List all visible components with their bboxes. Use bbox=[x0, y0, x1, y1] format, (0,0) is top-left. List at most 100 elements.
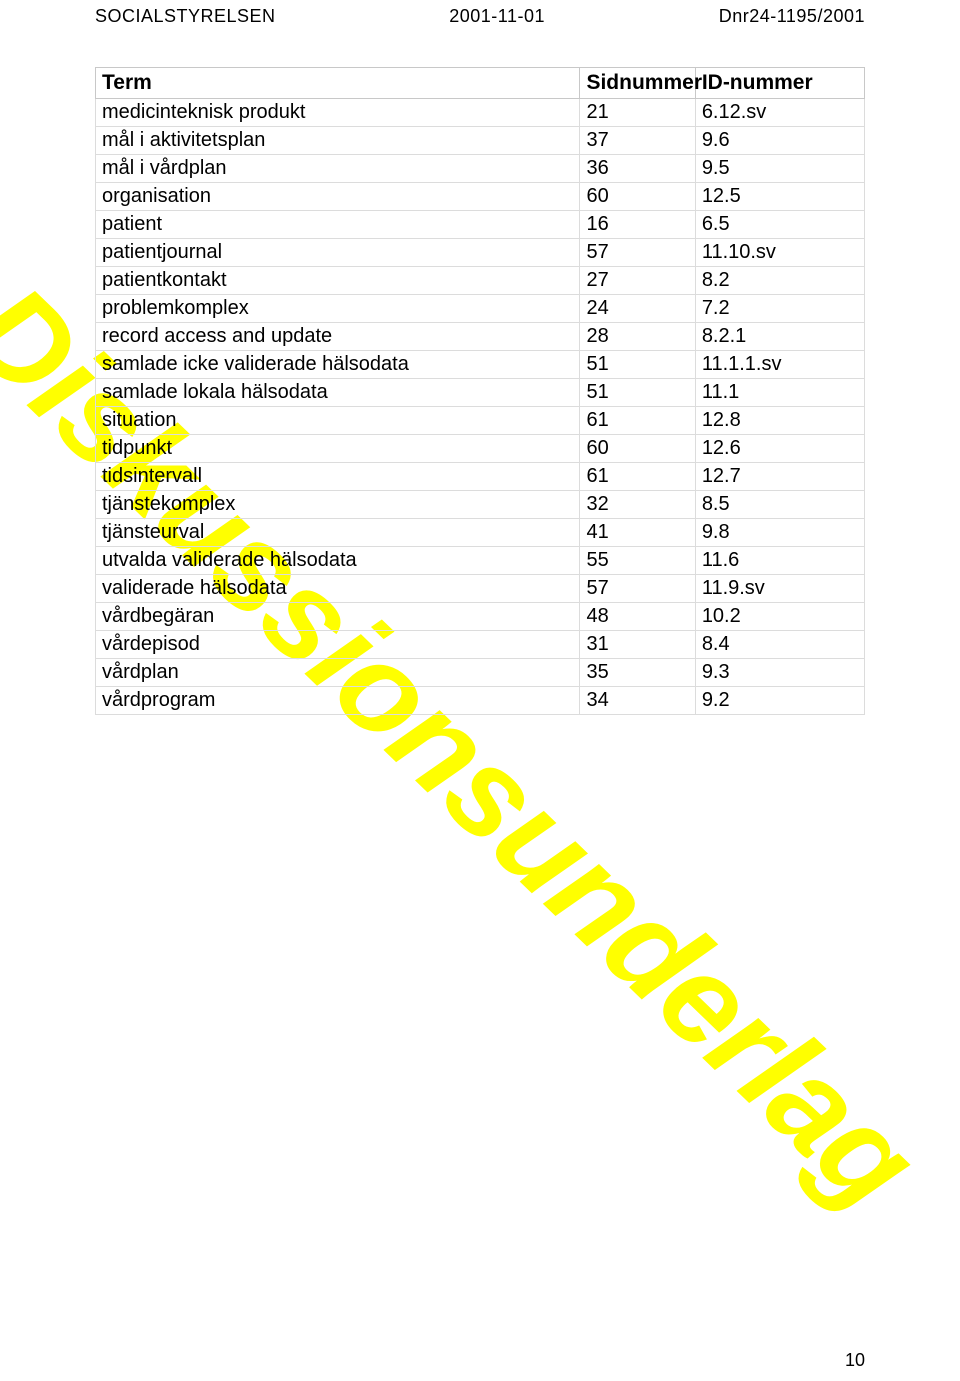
table-cell: situation bbox=[96, 407, 580, 435]
table-cell: samlade icke validerade hälsodata bbox=[96, 351, 580, 379]
table-cell: 37 bbox=[580, 127, 695, 155]
table-cell: 11.10.sv bbox=[695, 239, 864, 267]
table-row: situation6112.8 bbox=[96, 407, 865, 435]
table-cell: patientjournal bbox=[96, 239, 580, 267]
table-cell: 8.2.1 bbox=[695, 323, 864, 351]
table-cell: 31 bbox=[580, 631, 695, 659]
table-cell: 36 bbox=[580, 155, 695, 183]
table-row: mål i aktivitetsplan379.6 bbox=[96, 127, 865, 155]
table-cell: 35 bbox=[580, 659, 695, 687]
table-cell: 34 bbox=[580, 687, 695, 715]
table-row: patient166.5 bbox=[96, 211, 865, 239]
table-cell: vårdprogram bbox=[96, 687, 580, 715]
terms-table: Term Sidnummer ID-nummer medicinteknisk … bbox=[95, 67, 865, 715]
table-cell: vårdbegäran bbox=[96, 603, 580, 631]
table-cell: 11.9.sv bbox=[695, 575, 864, 603]
header-dnr: Dnr24-1195/2001 bbox=[719, 6, 865, 27]
table-cell: 7.2 bbox=[695, 295, 864, 323]
table-cell: patient bbox=[96, 211, 580, 239]
table-cell: 9.3 bbox=[695, 659, 864, 687]
header-left: SOCIALSTYRELSEN bbox=[95, 6, 276, 27]
table-cell: 60 bbox=[580, 435, 695, 463]
col-sidnummer: Sidnummer bbox=[580, 68, 695, 99]
table-row: vårdplan359.3 bbox=[96, 659, 865, 687]
col-term: Term bbox=[96, 68, 580, 99]
table-cell: validerade hälsodata bbox=[96, 575, 580, 603]
table-cell: vårdplan bbox=[96, 659, 580, 687]
table-row: record access and update288.2.1 bbox=[96, 323, 865, 351]
table-row: mål i vårdplan369.5 bbox=[96, 155, 865, 183]
table-cell: 27 bbox=[580, 267, 695, 295]
table-cell: 12.8 bbox=[695, 407, 864, 435]
table-body: medicinteknisk produkt216.12.svmål i akt… bbox=[96, 99, 865, 715]
table-head: Term Sidnummer ID-nummer bbox=[96, 68, 865, 99]
table-row: tidpunkt6012.6 bbox=[96, 435, 865, 463]
table-cell: vårdepisod bbox=[96, 631, 580, 659]
table-cell: utvalda validerade hälsodata bbox=[96, 547, 580, 575]
table-row: tjänsteurval419.8 bbox=[96, 519, 865, 547]
table-row: samlade lokala hälsodata5111.1 bbox=[96, 379, 865, 407]
table-cell: 24 bbox=[580, 295, 695, 323]
table-row: tjänstekomplex328.5 bbox=[96, 491, 865, 519]
table-cell: mål i vårdplan bbox=[96, 155, 580, 183]
table-cell: 11.6 bbox=[695, 547, 864, 575]
table-cell: 6.5 bbox=[695, 211, 864, 239]
table-cell: 61 bbox=[580, 407, 695, 435]
table-cell: 60 bbox=[580, 183, 695, 211]
table-cell: 8.4 bbox=[695, 631, 864, 659]
table-row: vårdbegäran4810.2 bbox=[96, 603, 865, 631]
table-row: validerade hälsodata5711.9.sv bbox=[96, 575, 865, 603]
table-cell: medicinteknisk produkt bbox=[96, 99, 580, 127]
table-row: vårdepisod318.4 bbox=[96, 631, 865, 659]
table-cell: 28 bbox=[580, 323, 695, 351]
table-cell: 21 bbox=[580, 99, 695, 127]
table-row: problemkomplex247.2 bbox=[96, 295, 865, 323]
table-cell: patientkontakt bbox=[96, 267, 580, 295]
table-cell: 9.6 bbox=[695, 127, 864, 155]
table-cell: 9.8 bbox=[695, 519, 864, 547]
table-cell: 51 bbox=[580, 379, 695, 407]
page: SOCIALSTYRELSEN 2001-11-01 Dnr24-1195/20… bbox=[0, 0, 960, 1381]
col-idnummer: ID-nummer bbox=[695, 68, 864, 99]
table-cell: 8.2 bbox=[695, 267, 864, 295]
table-cell: tidsintervall bbox=[96, 463, 580, 491]
table-cell: 12.6 bbox=[695, 435, 864, 463]
table-cell: 16 bbox=[580, 211, 695, 239]
table-cell: 57 bbox=[580, 575, 695, 603]
table-cell: 11.1 bbox=[695, 379, 864, 407]
table-cell: 10.2 bbox=[695, 603, 864, 631]
table-row: medicinteknisk produkt216.12.sv bbox=[96, 99, 865, 127]
page-header: SOCIALSTYRELSEN 2001-11-01 Dnr24-1195/20… bbox=[95, 0, 865, 27]
table-header-row: Term Sidnummer ID-nummer bbox=[96, 68, 865, 99]
table-cell: 11.1.1.sv bbox=[695, 351, 864, 379]
table-row: patientjournal5711.10.sv bbox=[96, 239, 865, 267]
table-cell: 6.12.sv bbox=[695, 99, 864, 127]
table-cell: tjänsteurval bbox=[96, 519, 580, 547]
header-date: 2001-11-01 bbox=[449, 6, 545, 27]
table-cell: 57 bbox=[580, 239, 695, 267]
table-row: samlade icke validerade hälsodata5111.1.… bbox=[96, 351, 865, 379]
table-cell: 61 bbox=[580, 463, 695, 491]
table-row: organisation6012.5 bbox=[96, 183, 865, 211]
table-cell: tidpunkt bbox=[96, 435, 580, 463]
table-cell: mål i aktivitetsplan bbox=[96, 127, 580, 155]
table-cell: problemkomplex bbox=[96, 295, 580, 323]
table-cell: 9.5 bbox=[695, 155, 864, 183]
table-cell: 32 bbox=[580, 491, 695, 519]
table-row: vårdprogram349.2 bbox=[96, 687, 865, 715]
table-cell: samlade lokala hälsodata bbox=[96, 379, 580, 407]
table-cell: 51 bbox=[580, 351, 695, 379]
table-row: tidsintervall6112.7 bbox=[96, 463, 865, 491]
table-row: utvalda validerade hälsodata5511.6 bbox=[96, 547, 865, 575]
table-cell: record access and update bbox=[96, 323, 580, 351]
table-row: patientkontakt278.2 bbox=[96, 267, 865, 295]
table-cell: 48 bbox=[580, 603, 695, 631]
table-cell: tjänstekomplex bbox=[96, 491, 580, 519]
table-cell: 8.5 bbox=[695, 491, 864, 519]
table-cell: 12.5 bbox=[695, 183, 864, 211]
table-cell: 41 bbox=[580, 519, 695, 547]
table-cell: organisation bbox=[96, 183, 580, 211]
page-number: 10 bbox=[845, 1350, 865, 1371]
table-cell: 9.2 bbox=[695, 687, 864, 715]
table-cell: 12.7 bbox=[695, 463, 864, 491]
